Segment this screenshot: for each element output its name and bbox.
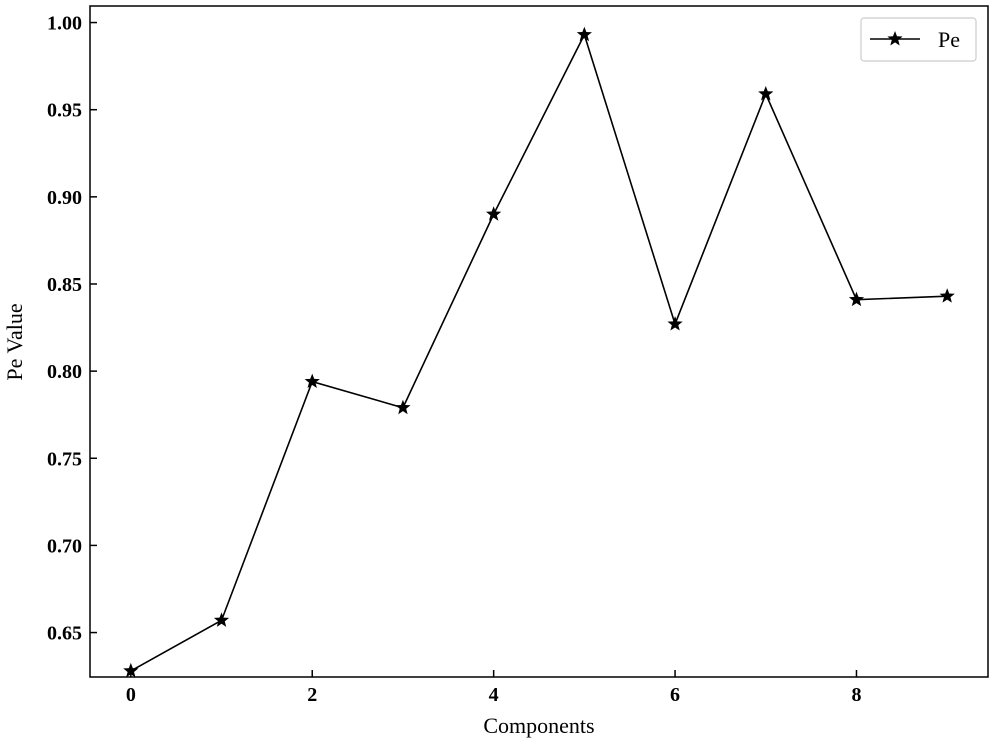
y-tick-label: 0.75	[47, 448, 82, 470]
data-point-star	[576, 26, 592, 42]
x-axis-title: Components	[483, 713, 594, 738]
data-point-star	[758, 86, 774, 101]
data-point-star	[123, 662, 139, 678]
x-axis: 0 2 4 6 8	[126, 670, 861, 706]
legend: Pe	[860, 17, 977, 62]
data-point-star	[213, 612, 230, 627]
series-layer	[123, 26, 955, 678]
y-tick-label: 0.95	[47, 100, 82, 122]
data-point-star	[395, 399, 411, 415]
y-tick-label: 0.85	[47, 274, 82, 296]
plot-frame	[89, 5, 989, 678]
x-tick-label: 8	[851, 684, 861, 706]
y-tick-label: 0.65	[47, 623, 82, 645]
y-axis: 0.65 0.70 0.75 0.80 0.85 0.90 0.95 1.00	[47, 13, 97, 645]
legend-label: Pe	[938, 27, 960, 52]
data-point-star	[667, 316, 683, 331]
x-tick-label: 6	[670, 684, 680, 706]
y-tick-label: 0.90	[47, 187, 82, 209]
x-tick-label: 0	[126, 684, 136, 706]
legend-star-marker	[887, 31, 903, 46]
x-tick-label: 2	[307, 684, 317, 706]
x-tick-label: 4	[489, 684, 499, 706]
data-point-star	[848, 291, 865, 307]
data-point-star	[304, 373, 320, 389]
series-line	[130, 32, 948, 672]
y-tick-label: 0.80	[47, 361, 82, 383]
y-axis-title: Pe Value	[2, 303, 27, 380]
y-tick-label: 0.70	[47, 535, 82, 557]
y-tick-label: 1.00	[47, 13, 82, 35]
data-point-star	[486, 206, 502, 221]
data-point-star	[939, 288, 955, 303]
